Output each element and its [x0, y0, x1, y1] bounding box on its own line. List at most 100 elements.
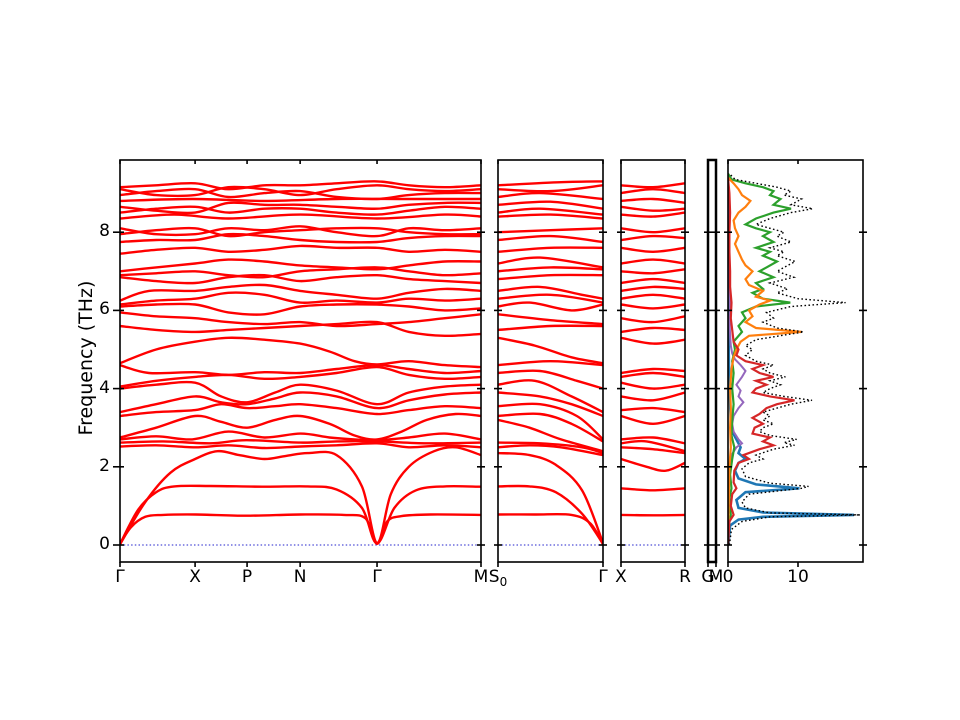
phonon-band-line: [621, 336, 685, 345]
phonon-band-line: [120, 363, 481, 377]
phonon-band-line: [120, 513, 481, 546]
phonon-band-line: [621, 315, 685, 324]
phonon-band-line: [621, 285, 685, 293]
segment-S0-G: [498, 160, 603, 562]
phonon-band-line: [120, 283, 481, 302]
phonon-band-line: [120, 201, 481, 215]
phonon-band-line: [498, 285, 603, 300]
dos-curve-total-dos-black-dotted: [728, 173, 861, 546]
dos-curve-pdos-orange: [728, 176, 802, 546]
phonon-band-line: [621, 367, 685, 375]
phonon-band-line: [498, 191, 603, 201]
phonon-band-line: [498, 402, 603, 441]
phonon-band-line: [498, 266, 603, 273]
phonon-band-line: [120, 336, 481, 369]
phonon-band-line: [498, 379, 603, 414]
phonon-band-line: [120, 266, 481, 279]
phonon-band-line: [120, 184, 481, 198]
phonon-band-line: [120, 291, 481, 306]
phonon-band-line: [498, 313, 603, 326]
phonon-band-line: [621, 227, 685, 234]
phonon-band-line: [498, 227, 603, 234]
phonon-band-line: [120, 225, 481, 238]
phonon-band-line: [120, 412, 481, 441]
dos-panel: [728, 160, 863, 562]
phonon-band-line: [621, 277, 685, 285]
phonon-band-line: [498, 484, 603, 545]
phonon-band-line: [621, 187, 685, 195]
phonon-band-line: [120, 244, 481, 255]
phonon-band-line: [120, 380, 481, 406]
segment-X-R: [621, 160, 685, 562]
phonon-band-line: [120, 226, 481, 238]
phonon-band-line: [498, 359, 603, 367]
phonon-band-line: [621, 457, 685, 473]
phonon-band-line: [621, 446, 685, 455]
phonon-band-line: [498, 207, 603, 216]
phonon-band-line: [120, 430, 481, 442]
phonon-band-line: [621, 234, 685, 242]
phonon-band-line: [120, 442, 481, 450]
phonon-band-line: [498, 180, 603, 187]
panel-frame: [620, 159, 686, 563]
phonon-band-line: [120, 180, 481, 191]
phonon-band-line: [621, 205, 685, 212]
phonon-band-line: [498, 301, 603, 312]
segment-G-X-P-N-G-M: [120, 160, 481, 562]
phonon-band-line: [621, 439, 685, 453]
phonon-band-line: [120, 438, 481, 445]
phonon-band-line: [498, 444, 603, 457]
phonon-band-line: [621, 293, 685, 300]
phonon-band-line: [621, 268, 685, 275]
phonon-band-line: [120, 484, 481, 546]
dos-curve-pdos-green: [728, 173, 792, 546]
phonon-band-line: [120, 320, 481, 338]
phonon-band-line: [621, 258, 685, 265]
phonon-band-line: [120, 213, 481, 220]
phonon-band-line: [498, 412, 603, 443]
phonon-band-line: [498, 200, 603, 210]
phonon-band-line: [621, 303, 685, 310]
phonon-band-line: [120, 273, 481, 285]
phonon-band-line: [498, 418, 603, 453]
panel-frame: [706, 158, 718, 564]
phonon-band-line: [120, 391, 481, 414]
phonon-band-line: [120, 258, 481, 273]
phonon-band-line: [621, 371, 685, 379]
phonon-band-line: [498, 234, 603, 244]
phonon-band-line: [621, 487, 685, 492]
phonon-band-line: [120, 445, 481, 546]
phonon-band-line: [498, 184, 603, 193]
phonon-band-line: [498, 273, 603, 281]
phonon-band-line: [621, 391, 685, 402]
phonon-band-line: [621, 197, 685, 205]
phonon-band-line: [621, 381, 685, 390]
phonon-band-line: [120, 365, 481, 388]
phonon-band-line: [120, 205, 481, 216]
phonon-band-line: [621, 436, 685, 445]
phonon-band-line: [498, 256, 603, 269]
phonon-band-line: [621, 182, 685, 189]
dos-frame: [727, 159, 864, 563]
phonon-band-line: [621, 211, 685, 218]
phonon-band-line: [621, 246, 685, 254]
phonon-band-line: [621, 406, 685, 414]
phonon-band-line: [120, 232, 481, 244]
phonon-band-line: [120, 302, 481, 316]
phonon-band-line: [498, 246, 603, 253]
phonon-band-line: [120, 197, 481, 203]
panel-frame: [497, 159, 604, 563]
phonon-band-line: [120, 311, 481, 328]
phonon-band-line: [498, 324, 603, 332]
phonon-band-line: [498, 213, 603, 220]
phonon-band-line: [498, 369, 603, 390]
phonon-band-line: [498, 441, 603, 455]
phonon-band-line: [621, 326, 685, 334]
phonon-band-line: [498, 391, 603, 418]
phonon-band-line: [120, 187, 481, 201]
phonon-band-line: [498, 451, 603, 545]
phonon-band-line: [120, 402, 481, 418]
phonon-band-line: [498, 293, 603, 304]
phonon-band-line: [498, 336, 603, 365]
